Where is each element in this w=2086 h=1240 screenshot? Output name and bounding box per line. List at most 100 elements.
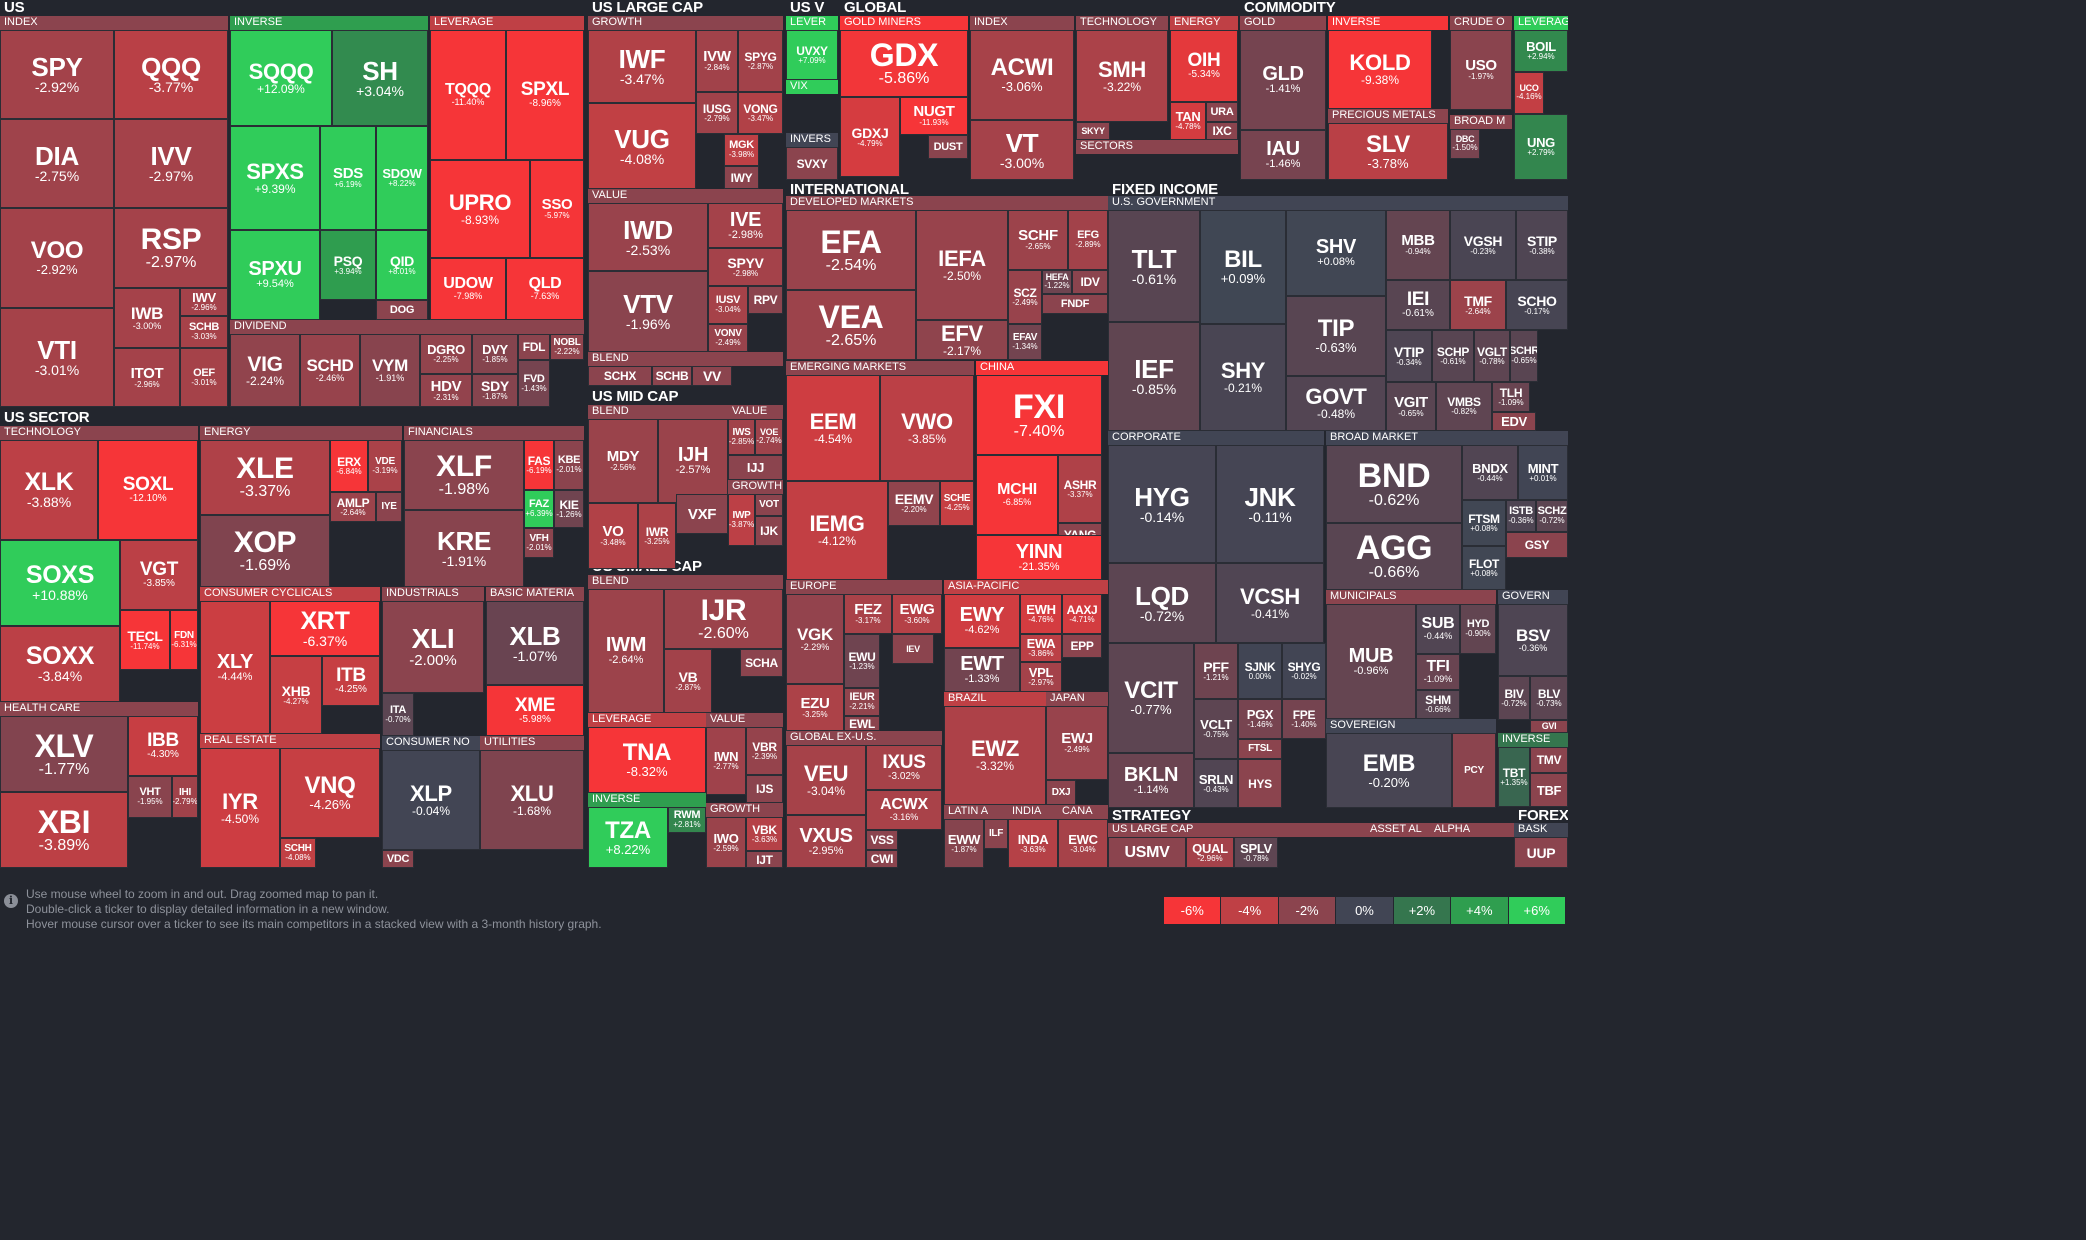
ticker-tile-schb[interactable]: SCHB [652,366,692,386]
ticker-tile-vss[interactable]: VSS [866,830,898,850]
ticker-tile-xrt[interactable]: XRT -6.37% [270,601,380,656]
ticker-tile-vbk[interactable]: VBK -3.63% [746,817,783,851]
ticker-tile-qld[interactable]: QLD -7.63% [506,258,584,320]
ticker-tile-istb[interactable]: ISTB -0.36% [1506,500,1536,532]
ticker-tile-ijs[interactable]: IJS [746,775,783,803]
ticker-tile-dog[interactable]: DOG [376,300,428,320]
ticker-tile-efg[interactable]: EFG -2.89% [1068,210,1108,270]
ticker-tile-xle[interactable]: XLE -3.37% [200,440,330,515]
ticker-tile-iwy[interactable]: IWY [724,166,759,189]
ticker-tile-stip[interactable]: STIP -0.38% [1516,210,1568,280]
ticker-tile-tmv[interactable]: TMV [1530,747,1568,773]
ticker-tile-tan[interactable]: TAN -4.78% [1170,102,1206,140]
ticker-tile-itb[interactable]: ITB -4.25% [322,656,380,706]
ticker-tile-soxl[interactable]: SOXL -12.10% [98,440,198,540]
ticker-tile-yinn[interactable]: YINN -21.35% [976,535,1102,580]
ticker-tile-vcit[interactable]: VCIT -0.77% [1108,643,1194,753]
ticker-tile-tlh[interactable]: TLH -1.09% [1492,382,1530,412]
ticker-tile-vtip[interactable]: VTIP -0.34% [1386,330,1432,382]
ticker-tile-schx[interactable]: SCHX [588,366,652,386]
ticker-tile-vt[interactable]: VT -3.00% [970,120,1074,180]
ticker-tile-xlf[interactable]: XLF -1.98% [404,440,524,510]
ticker-tile-gvi[interactable]: GVI [1530,720,1568,733]
ticker-tile-dxj[interactable]: DXJ [1046,780,1076,805]
ticker-tile-qqq[interactable]: QQQ -3.77% [114,30,228,119]
ticker-tile-idv[interactable]: IDV [1072,270,1108,294]
ticker-tile-mub[interactable]: MUB -0.96% [1326,604,1416,719]
ticker-tile-slv[interactable]: SLV -3.78% [1328,123,1448,180]
ticker-tile-gld[interactable]: GLD -1.41% [1240,30,1326,130]
ticker-tile-vgsh[interactable]: VGSH -0.23% [1450,210,1516,280]
ticker-tile-vong[interactable]: VONG -3.47% [738,92,783,134]
ticker-tile-xop[interactable]: XOP -1.69% [200,515,330,587]
ticker-tile-acwi[interactable]: ACWI -3.06% [970,30,1074,120]
ticker-tile-jnk[interactable]: JNK -0.11% [1216,445,1324,563]
ticker-tile-dvy[interactable]: DVY -1.85% [472,334,518,374]
ticker-tile-nugt[interactable]: NUGT -11.93% [900,97,968,135]
ticker-tile-kie[interactable]: KIE -1.26% [554,490,584,528]
ticker-tile-ita[interactable]: ITA -0.70% [382,693,414,736]
ticker-tile-dgro[interactable]: DGRO -2.25% [420,334,472,374]
ticker-tile-uso[interactable]: USO -1.97% [1450,30,1512,110]
ticker-tile-vfh[interactable]: VFH -2.01% [524,528,554,558]
ticker-tile-rpv[interactable]: RPV [748,286,783,314]
ticker-tile-tmf[interactable]: TMF -2.64% [1450,280,1506,330]
ticker-tile-sjnk[interactable]: SJNK 0.00% [1238,643,1282,699]
ticker-tile-hyg[interactable]: HYG -0.14% [1108,445,1216,563]
ticker-tile-fez[interactable]: FEZ -3.17% [844,594,892,634]
ticker-tile-xlk[interactable]: XLK -3.88% [0,440,98,540]
ticker-tile-hys[interactable]: HYS [1238,759,1282,808]
ticker-tile-iwb[interactable]: IWB -3.00% [114,288,180,348]
ticker-tile-sh[interactable]: SH +3.04% [332,30,428,126]
ticker-tile-schz[interactable]: SCHZ -0.72% [1536,500,1568,532]
ticker-tile-sub[interactable]: SUB -0.44% [1416,604,1460,654]
ticker-tile-ijr[interactable]: IJR -2.60% [664,589,783,649]
ticker-tile-iev[interactable]: IEV [892,634,934,664]
ticker-tile-hefa[interactable]: HEFA -1.22% [1042,270,1072,294]
ticker-tile-vea[interactable]: VEA -2.65% [786,290,916,360]
ticker-tile-vclt[interactable]: VCLT -0.75% [1194,699,1238,759]
ticker-tile-pcy[interactable]: PCY [1452,733,1496,808]
ticker-tile-bnd[interactable]: BND -0.62% [1326,445,1462,523]
ticker-tile-eww[interactable]: EWW -1.87% [944,819,984,868]
ticker-tile-tbt[interactable]: TBT +1.35% [1498,747,1530,807]
ticker-tile-oef[interactable]: OEF -3.01% [180,348,228,407]
ticker-tile-vmbs[interactable]: VMBS -0.82% [1436,382,1492,431]
ticker-tile-soxx[interactable]: SOXX -3.84% [0,626,120,702]
ticker-tile-efv[interactable]: EFV -2.17% [916,320,1008,360]
ticker-tile-sqqq[interactable]: SQQQ +12.09% [230,30,332,126]
ticker-tile-soxs[interactable]: SOXS +10.88% [0,540,120,626]
ticker-tile-amlp[interactable]: AMLP -2.64% [330,492,376,522]
ticker-tile-xlp[interactable]: XLP -0.04% [382,750,480,850]
ticker-tile-fpe[interactable]: FPE -1.40% [1282,699,1326,739]
ticker-tile-sdow[interactable]: SDOW +8.22% [376,126,428,230]
ticker-tile-iwn[interactable]: IWN -2.77% [706,727,746,795]
ticker-tile-mgk[interactable]: MGK -3.98% [724,134,759,166]
ticker-tile-svxy[interactable]: SVXY [786,147,838,180]
ticker-tile-veu[interactable]: VEU -3.04% [786,745,866,815]
ticker-tile-shy[interactable]: SHY -0.21% [1200,324,1286,431]
ticker-tile-eemv[interactable]: EEMV -2.20% [888,481,940,526]
ticker-tile-edv[interactable]: EDV [1492,412,1536,431]
ticker-tile-vig[interactable]: VIG -2.24% [230,334,300,407]
ticker-tile-ewz[interactable]: EWZ -3.32% [944,706,1046,805]
ticker-tile-ijj[interactable]: IJJ [728,455,783,480]
ticker-tile-iye[interactable]: IYE [376,492,402,522]
ticker-tile-ieur[interactable]: IEUR -2.21% [844,688,880,716]
ticker-tile-ewa[interactable]: EWA -3.86% [1020,634,1062,662]
ticker-tile-epp[interactable]: EPP [1062,634,1102,658]
ticker-tile-bsv[interactable]: BSV -0.36% [1498,604,1568,676]
ticker-tile-tecl[interactable]: TECL -11.74% [120,610,170,670]
ticker-tile-bndx[interactable]: BNDX -0.44% [1462,445,1518,500]
ticker-tile-eem[interactable]: EEM -4.54% [786,375,880,481]
ticker-tile-vcsh[interactable]: VCSH -0.41% [1216,563,1324,643]
ticker-tile-iusv[interactable]: IUSV -3.04% [708,286,748,324]
ticker-tile-upro[interactable]: UPRO -8.93% [430,160,530,258]
ticker-tile-itot[interactable]: ITOT -2.96% [114,348,180,407]
ticker-tile-fndf[interactable]: FNDF [1042,294,1108,314]
ticker-tile-vug[interactable]: VUG -4.08% [588,103,696,189]
ticker-tile-inda[interactable]: INDA -3.63% [1008,819,1058,868]
ticker-tile-vglt[interactable]: VGLT -0.78% [1474,330,1510,382]
ticker-tile-xlv[interactable]: XLV -1.77% [0,716,128,792]
ticker-tile-ewg[interactable]: EWG -3.60% [892,594,942,634]
